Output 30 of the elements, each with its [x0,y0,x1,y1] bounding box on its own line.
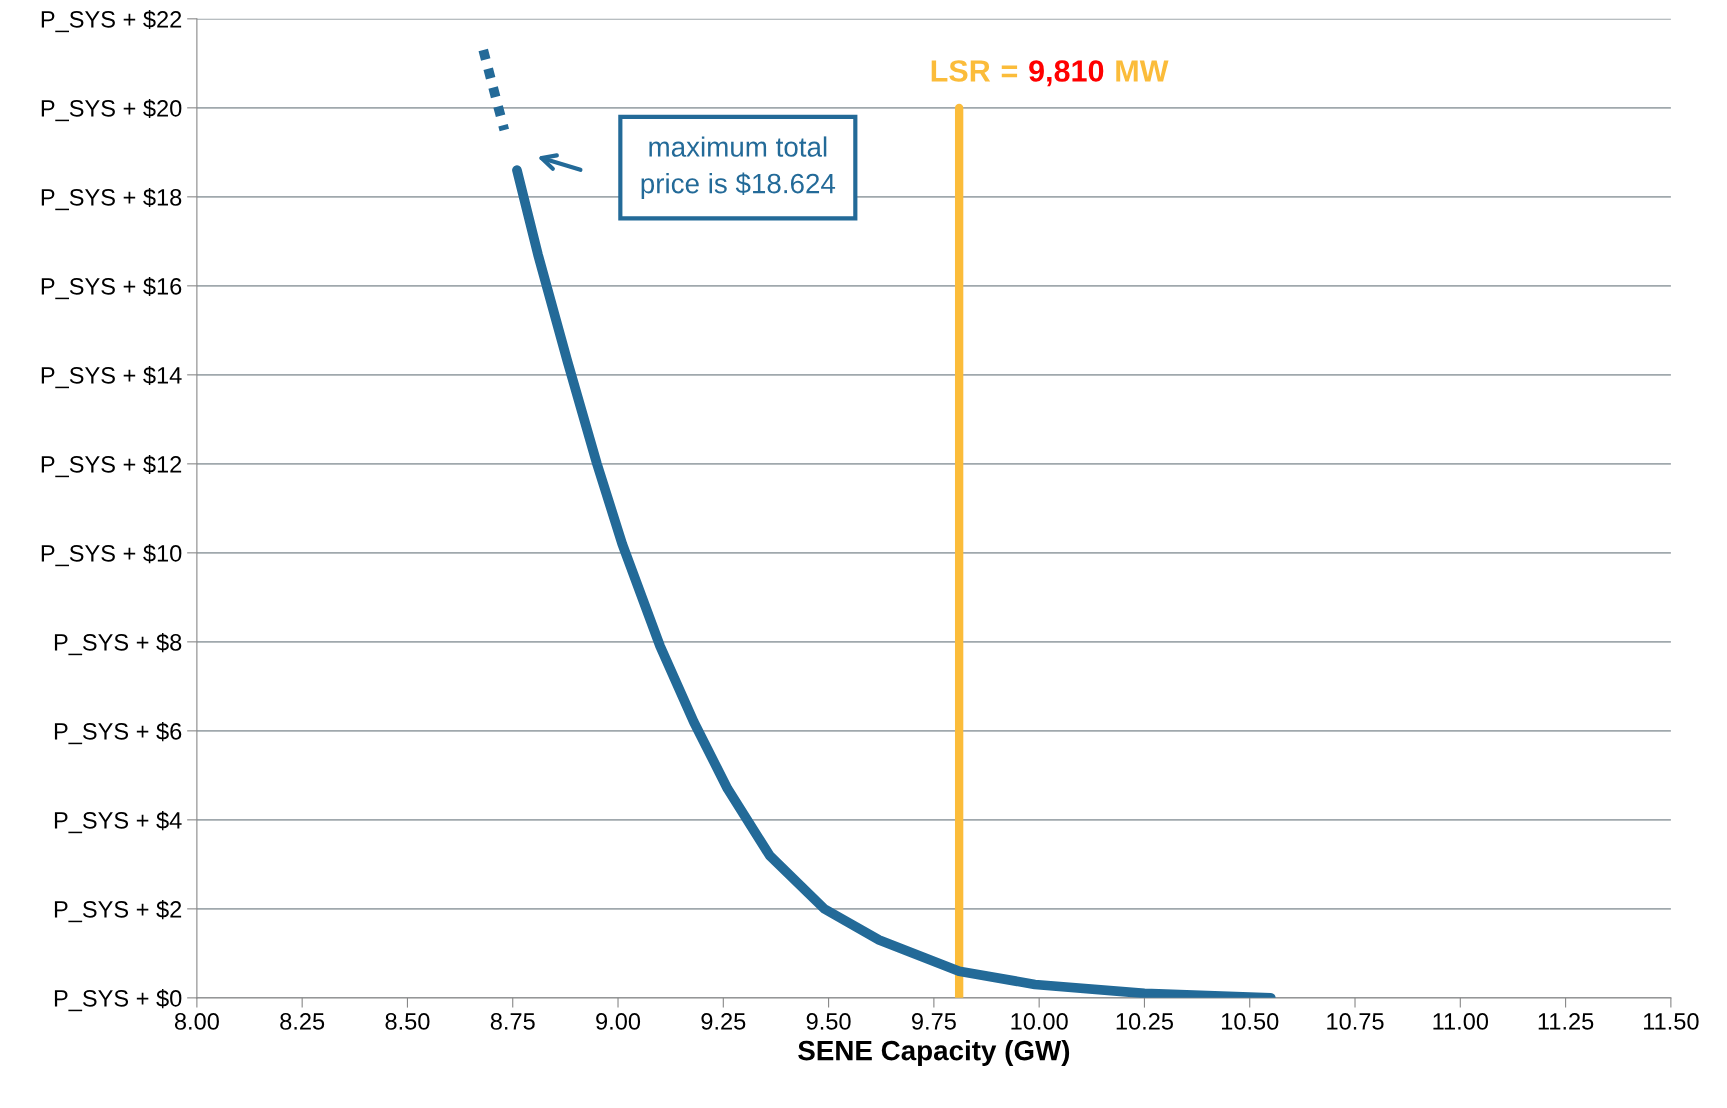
x-tick-label: 10.00 [1011,1013,1068,1030]
x-tick-label: 9.75 [912,1013,956,1030]
x-tick-label: 10.75 [1327,1013,1384,1030]
y-tick-label: P_SYS + $14 [41,366,182,389]
x-tick-label: 9.25 [701,1013,746,1030]
x-tick-label: 8.50 [385,1013,430,1030]
x-tick-label: 11.25 [1538,1013,1594,1030]
y-tick-label: P_SYS + $12 [41,455,182,478]
y-tick-label: P_SYS + $4 [54,811,182,834]
x-axis-title: SENE Capacity (GW) [798,1040,1070,1066]
x-tick-label: 8.00 [174,1013,219,1030]
x-tick-label: 9.50 [806,1013,851,1030]
y-tick-label: P_SYS + $0 [54,989,182,1012]
y-tick-label: P_SYS + $20 [41,99,182,122]
x-tick-label: 10.25 [1116,1013,1173,1030]
ref-line-label: LSR = 9,810 MW [931,60,1169,87]
x-tick-label: 8.75 [490,1013,535,1030]
y-tick-label: P_SYS + $22 [41,9,182,33]
y-tick-label: P_SYS + $6 [54,722,182,745]
x-tick-label: 11.00 [1433,1013,1489,1030]
y-tick-label: P_SYS + $8 [54,633,182,656]
annotation: maximum total price is $18.624 [641,136,836,199]
y-tick-label: P_SYS + $10 [41,544,182,567]
x-tick-label: 9.00 [596,1013,641,1030]
y-tick-label: P_SYS + $2 [54,900,182,923]
x-tick-label: 8.25 [280,1013,325,1030]
y-tick-label: P_SYS + $18 [41,188,182,211]
y-tick-label: P_SYS + $16 [41,277,182,300]
x-tick-label: 11.50 [1644,1013,1699,1030]
x-tick-label: 10.50 [1221,1013,1279,1030]
